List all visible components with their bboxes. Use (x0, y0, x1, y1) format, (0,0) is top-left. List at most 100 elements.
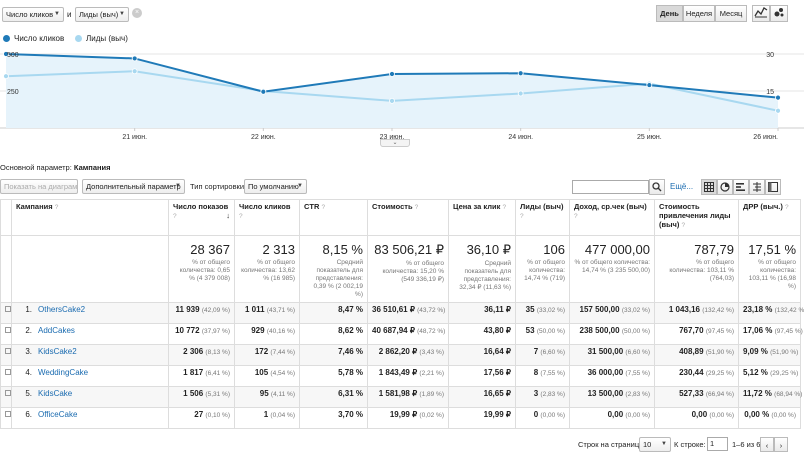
period-day-button[interactable]: День (656, 5, 683, 22)
campaign-cell: 2. AddCakes (11, 323, 169, 345)
series2-point (131, 68, 138, 75)
col-header-cpc[interactable]: Цена за клик ? (448, 199, 516, 236)
col-header-campaign[interactable]: Кампания ? (11, 199, 169, 236)
col-header-clicks[interactable]: Число кликов ? (234, 199, 300, 236)
show-on-chart-button[interactable]: Показать на диаграмме (0, 179, 78, 194)
cell-drr: 5,12 % (29,25 %) (738, 365, 801, 387)
table-view-icon[interactable] (701, 179, 717, 195)
campaign-link[interactable]: WeddingCake (38, 368, 89, 377)
period-month-button[interactable]: Месяц (715, 5, 747, 22)
col-header-cost-per-lead[interactable]: Стоимость привлечения лиды (выч) ? (654, 199, 739, 236)
campaign-cell: 5. KidsCake (11, 386, 169, 408)
table-search-input[interactable] (572, 180, 649, 194)
campaign-link[interactable]: KidsCake2 (38, 347, 77, 356)
line-chart-icon[interactable] (752, 5, 770, 22)
col-header-revenue[interactable]: Доход, ср.чек (выч) ? (569, 199, 655, 236)
cell-revenue: 31 500,00 (6,60 %) (569, 344, 655, 366)
select-all-cell[interactable] (0, 199, 12, 236)
totals-label-cell (11, 235, 169, 303)
row-checkbox[interactable] (0, 365, 12, 387)
metric2-value: Лиды (выч) (79, 10, 119, 19)
cell-ctr: 8,47 % (299, 302, 368, 324)
cell-impressions: 10 772 (37,97 %) (168, 323, 235, 345)
table-row: 5. KidsCake 1 506 (5,31 %) 95 (4,11 %) 6,31 … (0, 386, 802, 408)
sort-type-select[interactable]: По умолчанию ▼ (244, 179, 307, 194)
row-checkbox[interactable] (0, 407, 12, 429)
metric1-select[interactable]: Число кликов ▼ (2, 7, 64, 22)
x-tick-label: 23 июн. (380, 134, 405, 141)
total-clicks: 2 313% от общего количества: 13,62 % (16… (234, 235, 300, 303)
totals-row: 28 367% от общего количества: 0,65 % (4 … (0, 235, 801, 303)
dimension-value[interactable]: Кампания (73, 163, 111, 172)
cell-drr: 17,06 % (97,45 %) (738, 323, 803, 345)
chevron-down-icon: ▼ (175, 183, 181, 189)
cell-cpc: 43,80 ₽ (448, 323, 516, 345)
prev-page-icon[interactable]: ‹ (760, 437, 774, 452)
col-header-cost[interactable]: Стоимость ? (367, 199, 449, 236)
col-header-ctr[interactable]: CTR ? (299, 199, 368, 236)
total-cost-per-lead: 787,79% от общего количества: 103,11 % (… (654, 235, 739, 303)
cell-cost: 1 581,98 ₽ (1,89 %) (367, 386, 449, 408)
period-week-button[interactable]: Неделя (683, 5, 715, 22)
pie-view-icon[interactable] (717, 179, 733, 195)
campaign-link[interactable]: OthersCake2 (38, 305, 86, 314)
cell-revenue: 0,00 (0,00 %) (569, 407, 655, 429)
secondary-param-select[interactable]: Дополнительный параметр ▼ (82, 179, 185, 194)
cell-cpc: 16,65 ₽ (448, 386, 516, 408)
x-tick-label: 22 июн. (251, 134, 276, 141)
metric2-select[interactable]: Лиды (выч) ▼ (75, 7, 129, 22)
cell-cost-per-lead: 230,44 (29,25 %) (654, 365, 739, 387)
pivot-view-icon[interactable] (765, 179, 781, 195)
cell-leads: 3 (2,83 %) (515, 386, 570, 408)
legend-series1-dot (3, 35, 10, 42)
col-header-drr[interactable]: ДРР (выч.) ? (738, 199, 801, 236)
line-chart: 500 250 30 15 21 июн. 22 июн. 23 июн. 24 июн. 25… (0, 51, 804, 141)
more-link[interactable]: Ещё... (670, 182, 694, 191)
campaign-cell: 1. OthersCake2 (11, 302, 169, 324)
col-header-leads[interactable]: Лиды (выч) ? (515, 199, 570, 236)
dimension-row: Основной параметр: Кампания (0, 163, 111, 172)
goto-row-input[interactable]: 1 (707, 437, 728, 451)
cell-clicks: 1 (0,04 %) (234, 407, 300, 429)
and-label: и (67, 10, 72, 19)
x-tick-label: 21 июн. (122, 134, 147, 141)
legend-series2-dot (75, 35, 82, 42)
table-row: 4. WeddingCake 1 817 (6,41 %) 105 (4,54 %) 5… (0, 365, 801, 387)
campaign-link[interactable]: AddCakes (38, 326, 75, 335)
performance-view-icon[interactable] (733, 179, 749, 195)
sort-type-label: Тип сортировки: (190, 182, 247, 191)
cell-cost-per-lead: 767,70 (97,45 %) (654, 323, 739, 345)
total-ctr: 8,15 % Средний показатель для представлен… (299, 235, 368, 303)
comparison-view-icon[interactable] (749, 179, 765, 195)
dimension-label: Основной параметр: (0, 163, 72, 172)
row-checkbox[interactable] (0, 344, 12, 366)
left-axis-tick-label: 500 (7, 52, 19, 59)
next-page-icon[interactable]: › (774, 437, 788, 452)
cell-ctr: 7,46 % (299, 344, 368, 366)
total-impressions: 28 367% от общего количества: 0,65 % (4 … (168, 235, 235, 303)
rows-per-page-select[interactable]: 10 ▼ (639, 437, 671, 452)
campaign-link[interactable]: OfficeCake (38, 410, 78, 419)
row-checkbox[interactable] (0, 386, 12, 408)
total-drr: 17,51 %% от общего количества: 103,11 % … (738, 235, 801, 303)
campaign-cell: 6. OfficeCake (11, 407, 169, 429)
search-icon[interactable] (649, 179, 665, 195)
cell-leads: 7 (6,60 %) (515, 344, 570, 366)
remove-metric-icon[interactable]: × (132, 8, 142, 18)
x-tick-label: 26 июн. (753, 134, 778, 141)
cell-leads: 53 (50,00 %) (515, 323, 570, 345)
chart-collapse-handle[interactable]: ⌄ (380, 139, 410, 147)
col-header-impressions[interactable]: Число показов ? ↓ (168, 199, 235, 236)
series1-point (389, 71, 395, 77)
cell-drr: 0,00 % (0,00 %) (738, 407, 801, 429)
metric1-value: Число кликов (6, 10, 54, 19)
campaign-link[interactable]: KidsCake (38, 389, 73, 398)
table-header-row: Кампания ? Число показов ? ↓ Число клико… (0, 199, 801, 236)
row-checkbox[interactable] (0, 323, 12, 345)
cell-clicks: 172 (7,44 %) (234, 344, 300, 366)
cell-revenue: 157 500,00 (33,02 %) (569, 302, 655, 324)
cell-cost-per-lead: 408,89 (51,90 %) (654, 344, 739, 366)
row-checkbox[interactable] (0, 302, 12, 324)
cell-revenue: 238 500,00 (50,00 %) (569, 323, 655, 345)
motion-chart-icon[interactable] (770, 5, 788, 22)
